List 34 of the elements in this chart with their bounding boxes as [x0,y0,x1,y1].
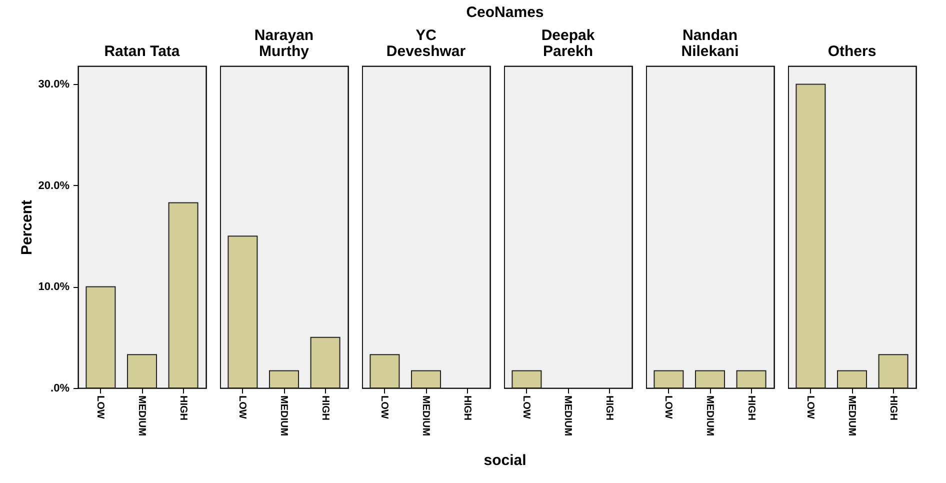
x-tick-label: LOW [94,396,106,420]
x-tick-label: LOW [236,396,248,420]
x-tick-label: LOW [520,396,532,420]
chart-title: Narayan Murthy [253,27,315,60]
chart-title: Ratan Tata [103,43,181,60]
chart-title: Nandan Nilekani [680,27,740,60]
bar [127,354,157,388]
x-tick-label: MEDIUM [278,396,289,436]
x-tick-label: HIGH [177,396,188,420]
x-tick-label: HIGH [745,396,756,420]
y-tick-label: 20.0% [38,180,70,192]
text: CeoNames [465,4,545,21]
x-tick-label: LOW [804,396,816,420]
x-tick-label: MEDIUM [846,396,857,436]
chart-title: YC Deveshwar [385,27,467,60]
x-tick-label: LOW [378,396,390,420]
chart-title: Deepak Parekh [540,27,596,60]
x-tick-label: MEDIUM [420,396,431,436]
y-tick-label: .0% [50,382,70,394]
y-axis-title: Percent [18,200,36,256]
bar [86,286,116,388]
bar [168,202,198,388]
x-tick-label: LOW [662,396,674,420]
x-tick-label: MEDIUM [704,396,715,436]
text: social [482,452,528,469]
x-tick-label: MEDIUM [136,396,147,436]
x-tick-label: HIGH [887,396,898,420]
x-tick-label: HIGH [461,396,472,420]
x-tick-label: MEDIUM [562,396,573,436]
chart-title: Others [826,43,878,60]
y-tick-label: 30.0% [38,78,70,91]
y-tick-label: 10.0% [38,281,70,294]
x-tick-label: HIGH [319,396,330,420]
x-tick-label: HIGH [603,396,614,420]
